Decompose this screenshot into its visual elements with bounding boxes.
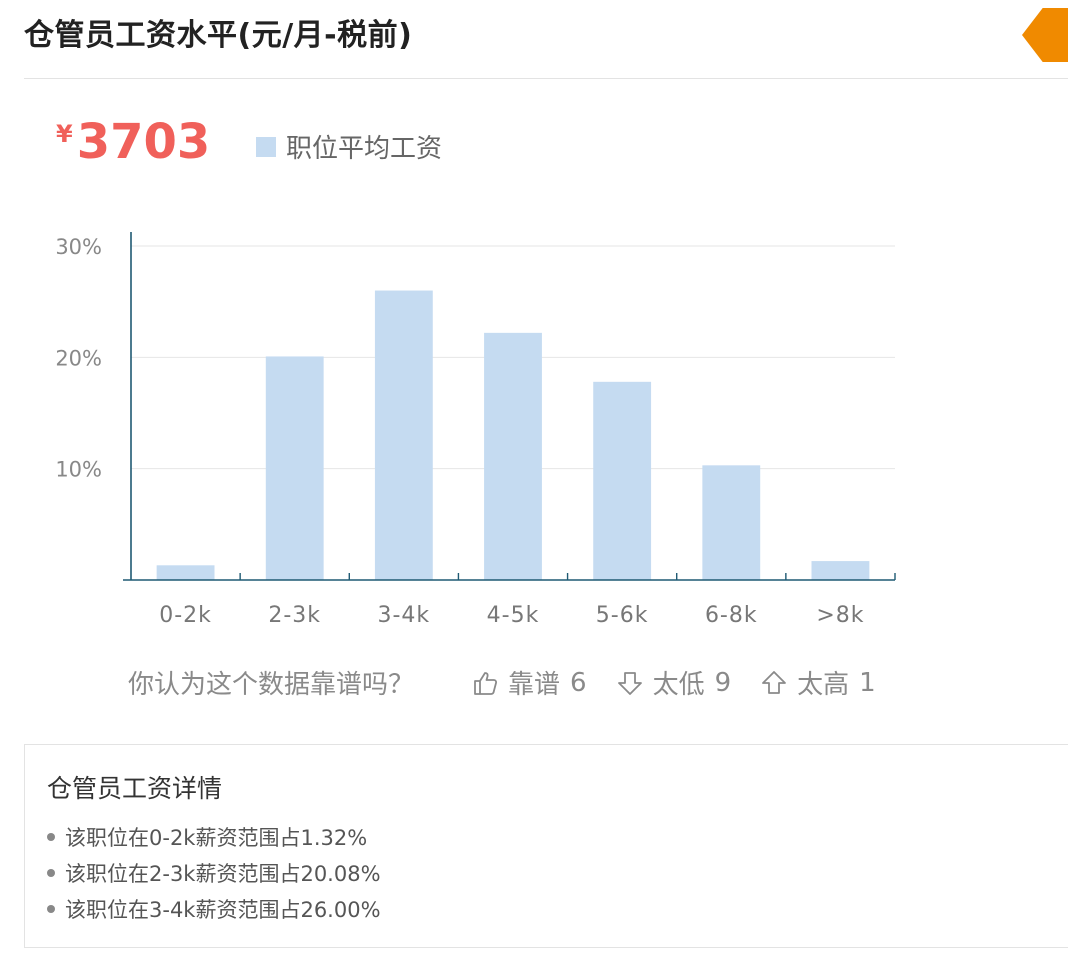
page-title: 仓管员工资水平(元/月-税前) [24,18,413,53]
average-salary-value: 3703 [76,114,211,170]
salary-distribution-chart: 10% 20% 30% 0-2k 2-3k 3-4k 4-5k 5-6k 6-8k >8k [55,232,896,628]
reliable-count: 6 [570,667,587,698]
too-high-count: 1 [859,667,876,698]
bar [265,356,324,580]
reliable-label: 靠谱 [508,670,561,700]
corner-arrow-tab[interactable] [1022,8,1068,62]
chart-legend: 职位平均工资 [256,128,442,165]
bullet-icon [47,833,55,841]
list-item: 该职位在3-4k薪资范围占26.00% [47,891,381,927]
x-tick-label: 0-2k [159,603,212,628]
too-low-button[interactable]: 太低 9 [617,664,732,701]
too-high-button[interactable]: 太高 1 [761,664,876,701]
average-salary-display: ¥3703 [56,114,210,170]
y-tick-label: 20% [55,346,102,370]
x-tick-label: 4-5k [487,603,540,628]
arrow-up-icon [762,670,787,694]
feedback-question: 你认为这个数据靠谱吗？ [128,670,415,700]
x-tick-label: 3-4k [378,603,431,628]
legend-label: 职位平均工资 [286,134,443,164]
bar [593,381,652,580]
x-tick-label: 5-6k [596,603,649,628]
currency-symbol: ¥ [56,120,73,148]
too-low-count: 9 [714,667,732,698]
x-tick-label: 6-8k [705,603,758,628]
details-list: 该职位在0-2k薪资范围占1.32% 该职位在2-3k薪资范围占20.08% 该… [47,819,381,927]
feedback-bar: 你认为这个数据靠谱吗？ 靠谱 6 太低 9 太高 1 [128,664,906,701]
bullet-icon [47,869,55,877]
legend-swatch [256,136,276,157]
salary-details-panel: 仓管员工资详情 该职位在0-2k薪资范围占1.32% 该职位在2-3k薪资范围占… [24,744,1068,948]
list-item: 该职位在2-3k薪资范围占20.08% [47,855,381,891]
x-tick-label: 2-3k [268,603,321,628]
thumbs-up-icon [474,671,498,695]
bar [374,290,433,580]
y-tick-label: 10% [55,458,102,482]
bar [702,465,761,580]
too-low-label: 太低 [652,670,705,700]
y-tick-label: 30% [55,235,102,259]
details-title: 仓管员工资详情 [47,774,223,803]
bar [156,565,215,580]
bullet-icon [47,905,55,913]
list-item-text: 该职位在0-2k薪资范围占1.32% [65,826,368,850]
arrow-down-icon [617,671,642,695]
x-tick-label: >8k [816,603,864,628]
too-high-label: 太高 [797,670,850,700]
list-item-text: 该职位在3-4k薪资范围占26.00% [65,898,381,922]
bar [811,561,870,580]
reliable-button[interactable]: 靠谱 6 [472,664,587,701]
list-item-text: 该职位在2-3k薪资范围占20.08% [65,862,381,886]
header-divider [24,78,1068,79]
bar [484,332,542,580]
list-item: 该职位在0-2k薪资范围占1.32% [47,819,381,855]
